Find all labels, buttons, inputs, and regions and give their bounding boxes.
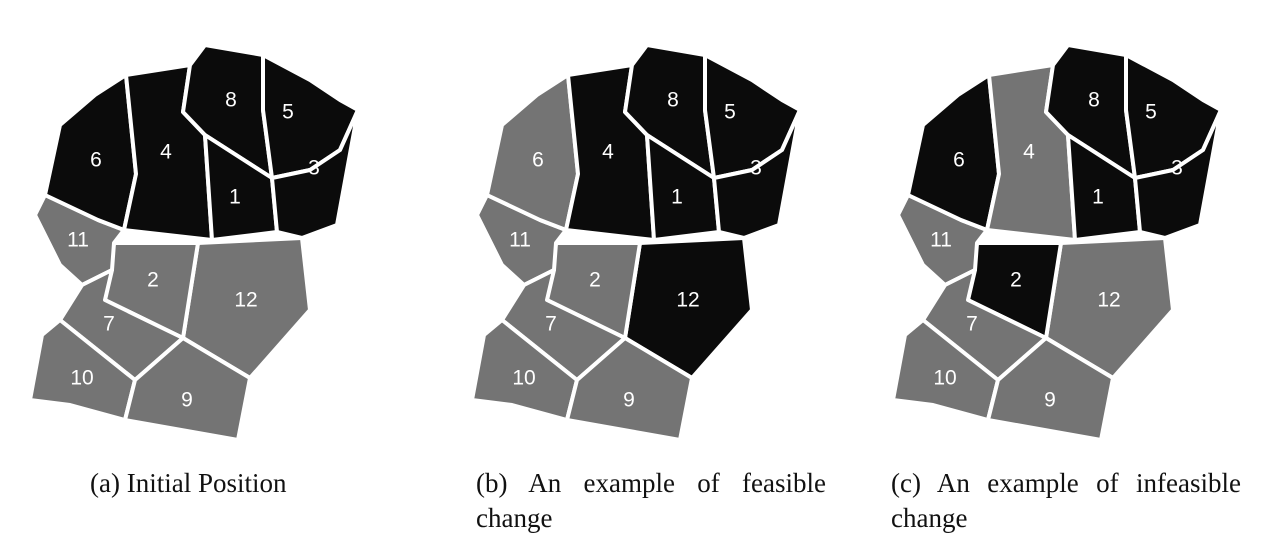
district-label-6: 6 bbox=[532, 149, 544, 172]
district-label-8: 8 bbox=[1088, 89, 1100, 112]
district-label-4: 4 bbox=[602, 141, 614, 164]
district-label-7: 7 bbox=[966, 313, 978, 336]
district-label-9: 9 bbox=[1044, 389, 1056, 412]
district-label-10: 10 bbox=[933, 367, 956, 390]
district-label-6: 6 bbox=[953, 149, 965, 172]
district-label-5: 5 bbox=[282, 101, 294, 124]
district-map-b: 12 2 11 7 10 9 6 4 8 1 5 3 bbox=[470, 43, 802, 442]
district-label-3: 3 bbox=[1171, 157, 1183, 180]
district-label-3: 3 bbox=[308, 157, 320, 180]
district-label-7: 7 bbox=[545, 313, 557, 336]
district-label-1: 1 bbox=[229, 186, 241, 209]
district-label-11: 11 bbox=[930, 229, 952, 252]
district-label-1: 1 bbox=[671, 186, 683, 209]
caption-a: (a) Initial Position bbox=[90, 468, 287, 498]
district-label-12: 12 bbox=[234, 289, 257, 312]
district-9 bbox=[123, 336, 252, 442]
panel-c: 12 2 11 7 10 9 6 4 8 1 5 3 (c) An example of infeas… bbox=[863, 0, 1274, 540]
district-label-5: 5 bbox=[1145, 101, 1157, 124]
district-label-10: 10 bbox=[512, 367, 535, 390]
district-3 bbox=[1133, 108, 1223, 240]
district-label-9: 9 bbox=[181, 389, 193, 412]
district-3 bbox=[712, 108, 802, 240]
district-label-12: 12 bbox=[1097, 289, 1120, 312]
district-label-2: 2 bbox=[1010, 269, 1022, 292]
district-label-10: 10 bbox=[70, 367, 93, 390]
panel-b: 12 2 11 7 10 9 6 4 8 1 5 3 (b) An example of feasib… bbox=[442, 0, 862, 540]
district-label-3: 3 bbox=[750, 157, 762, 180]
district-label-11: 11 bbox=[509, 229, 531, 252]
district-label-4: 4 bbox=[160, 141, 172, 164]
district-label-1: 1 bbox=[1092, 186, 1104, 209]
district-label-4: 4 bbox=[1023, 141, 1035, 164]
district-label-7: 7 bbox=[103, 313, 115, 336]
district-label-6: 6 bbox=[90, 149, 102, 172]
district-label-8: 8 bbox=[225, 89, 237, 112]
district-label-8: 8 bbox=[667, 89, 679, 112]
district-map-a: 12 2 11 7 10 9 6 4 8 1 5 3 bbox=[28, 43, 360, 442]
district-label-11: 11 bbox=[67, 229, 89, 252]
caption-c: (c) An example of infeasible change bbox=[891, 468, 1241, 533]
district-label-12: 12 bbox=[676, 289, 699, 312]
panel-a: 12 2 11 7 10 9 6 4 8 1 5 3 (a) Initial Position bbox=[0, 0, 420, 540]
district-3 bbox=[270, 108, 360, 240]
district-9 bbox=[565, 336, 694, 442]
district-label-2: 2 bbox=[589, 269, 601, 292]
district-label-9: 9 bbox=[623, 389, 635, 412]
district-9 bbox=[986, 336, 1115, 442]
district-label-2: 2 bbox=[147, 269, 159, 292]
district-label-5: 5 bbox=[724, 101, 736, 124]
district-map-c: 12 2 11 7 10 9 6 4 8 1 5 3 bbox=[891, 43, 1223, 442]
caption-b: (b) An example of feasible change bbox=[476, 468, 826, 533]
